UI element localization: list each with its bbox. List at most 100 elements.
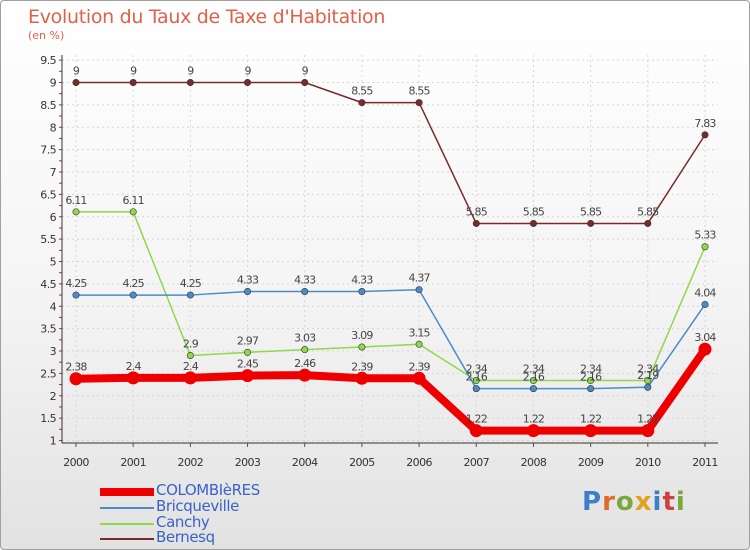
- data-point: [644, 383, 652, 391]
- data-point: [415, 99, 423, 107]
- data-point: [472, 219, 480, 227]
- y-tick-label: 4.5: [40, 278, 56, 291]
- data-point: [587, 377, 595, 385]
- data-point: [526, 424, 540, 438]
- y-tick-label: 3: [50, 345, 57, 358]
- legend-swatch: [100, 523, 154, 525]
- brand-letter: o: [615, 487, 635, 517]
- data-point: [241, 369, 255, 383]
- brand-letter: i: [652, 487, 663, 517]
- data-label: 2.38: [65, 361, 87, 374]
- y-tick-label: 2.5: [40, 367, 56, 380]
- data-point: [69, 372, 83, 386]
- data-point: [472, 385, 480, 393]
- chart-subtitle: (en %): [28, 29, 65, 42]
- data-label: 2.4: [126, 360, 142, 373]
- y-tick-label: 9: [50, 77, 57, 90]
- data-label: 5.85: [466, 205, 488, 218]
- data-point: [358, 287, 366, 295]
- data-label: 1.22: [466, 413, 487, 426]
- data-label: 6.11: [65, 194, 86, 207]
- data-point: [469, 424, 483, 438]
- data-label: 4.04: [694, 286, 716, 299]
- y-tick-label: 5: [50, 256, 57, 269]
- data-point: [701, 243, 709, 251]
- legend-label: Bricqueville: [156, 497, 239, 515]
- data-point: [129, 208, 137, 216]
- x-tick-label: 2009: [578, 456, 604, 469]
- y-tick-label: 1: [50, 435, 56, 448]
- data-point: [129, 291, 137, 299]
- data-label: 4.33: [237, 273, 259, 286]
- x-tick-label: 2000: [63, 456, 89, 469]
- y-tick-label: 3.5: [40, 323, 56, 336]
- data-point: [415, 340, 423, 348]
- legend-label: Bernesq: [156, 528, 215, 546]
- data-point: [72, 208, 80, 216]
- data-point: [415, 286, 423, 294]
- data-point: [186, 351, 194, 359]
- data-label: 2.45: [237, 358, 259, 371]
- data-label: 4.25: [123, 277, 145, 290]
- x-tick-label: 2003: [235, 456, 261, 469]
- data-point: [644, 219, 652, 227]
- y-tick-label: 1.5: [40, 412, 56, 425]
- data-label: 4.25: [180, 277, 202, 290]
- data-label: 2.97: [237, 334, 259, 347]
- data-label: 9: [302, 65, 309, 78]
- data-label: 2.34: [637, 363, 659, 376]
- data-label: 2.16: [523, 371, 545, 384]
- data-point: [186, 79, 194, 87]
- data-point: [355, 371, 369, 385]
- data-point: [301, 287, 309, 295]
- data-point: [186, 291, 194, 299]
- series-line: [76, 81, 706, 225]
- legend-swatch: [100, 488, 154, 496]
- brand-letter: t: [662, 487, 676, 517]
- data-label: 9: [187, 65, 194, 78]
- legend-label: COLOMBIèRES: [156, 481, 260, 499]
- y-tick-label: 8: [50, 121, 57, 134]
- y-tick-label: 2: [50, 390, 56, 403]
- brand-letter: P: [582, 487, 603, 517]
- x-tick-label: 2007: [463, 456, 489, 469]
- data-point: [301, 79, 309, 87]
- data-label: 2.16: [466, 371, 488, 384]
- data-label: 9: [244, 65, 251, 78]
- y-tick-label: 6: [50, 211, 57, 224]
- data-label: 8.55: [351, 85, 373, 98]
- data-point: [701, 300, 709, 308]
- data-point: [529, 219, 537, 227]
- data-label: 2.4: [183, 360, 199, 373]
- data-point: [301, 346, 309, 354]
- data-point: [183, 371, 197, 385]
- data-label: 5.85: [523, 205, 545, 218]
- data-label: 5.85: [637, 205, 659, 218]
- x-tick-label: 2001: [120, 456, 146, 469]
- data-point: [698, 342, 712, 356]
- legend-swatch: [100, 507, 154, 509]
- data-point: [701, 131, 709, 139]
- brand-letter: r: [602, 487, 616, 517]
- series-line: [76, 288, 706, 390]
- data-label: 2.39: [351, 360, 373, 373]
- data-point: [472, 377, 480, 385]
- data-point: [529, 377, 537, 385]
- y-tick-label: 6.5: [40, 188, 56, 201]
- data-label: 2.19: [637, 369, 659, 382]
- x-tick-label: 2010: [635, 456, 661, 469]
- data-point: [126, 371, 140, 385]
- data-point: [641, 424, 655, 438]
- data-label: 2.39: [408, 360, 430, 373]
- data-label: 9: [73, 65, 80, 78]
- x-tick-label: 2011: [692, 456, 718, 469]
- data-label: 2.46: [294, 357, 316, 370]
- data-point: [412, 371, 426, 385]
- y-tick-label: 7: [50, 166, 57, 179]
- data-point: [244, 348, 252, 356]
- series-line: [75, 346, 709, 435]
- x-tick-label: 2008: [521, 456, 547, 469]
- y-tick-label: 7.5: [40, 144, 56, 157]
